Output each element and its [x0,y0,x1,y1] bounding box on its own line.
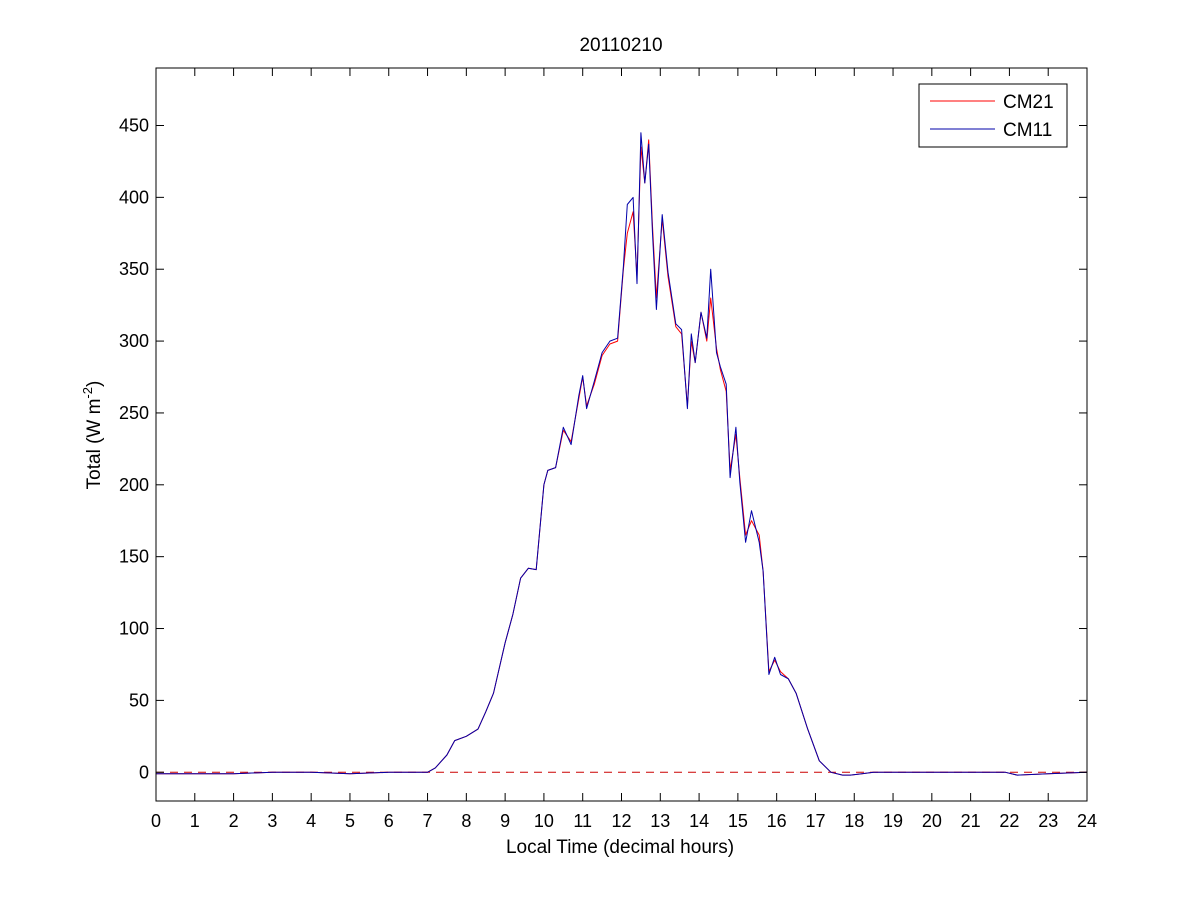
x-tick-label: 14 [689,811,709,831]
legend: CM21 CM11 [918,83,1068,148]
x-tick-label: 7 [423,811,433,831]
y-tick-label: 0 [139,762,149,782]
series-line-cm11 [156,132,1088,776]
x-tick-label: 16 [767,811,787,831]
x-tick-label: 15 [728,811,748,831]
x-tick-label: 13 [650,811,670,831]
y-axis-label-superscript: -2 [80,387,95,399]
y-tick-label: 200 [119,475,149,495]
y-tick-label: 400 [119,187,149,207]
x-tick-label: 18 [844,811,864,831]
x-tick-label: 2 [229,811,239,831]
x-tick-label: 11 [573,811,592,831]
x-axis-label: Local Time (decimal hours) [506,837,734,858]
x-tick-label: 10 [534,811,554,831]
x-tick-label: 6 [384,811,394,831]
y-axis-label-text: Total (W m [84,399,105,490]
x-tick-label: 22 [999,811,1019,831]
x-tick-label: 1 [190,811,200,831]
x-tick-label: 0 [151,811,161,831]
x-tick-label: 3 [267,811,277,831]
legend-label-cm21: CM21 [1003,92,1054,113]
y-tick-label: 300 [119,331,149,351]
x-tick-label: 12 [611,811,631,831]
y-tick-label: 150 [119,547,149,567]
x-tick-label: 21 [961,811,981,831]
x-tick-label: 8 [461,811,471,831]
y-tick-label: 50 [129,690,149,710]
x-tick-label: 4 [306,811,316,831]
y-tick-label: 450 [119,115,149,135]
x-tick-label: 24 [1077,811,1097,831]
y-tick-label: 100 [119,619,149,639]
legend-label-cm11: CM11 [1003,120,1052,141]
y-axis-label-suffix: ) [84,381,105,387]
chart-title: 20110210 [579,35,662,56]
x-tick-label: 9 [500,811,510,831]
x-tick-label: 23 [1038,811,1058,831]
legend-box [918,83,1068,148]
x-tick-label: 20 [922,811,942,831]
y-axis-label: Total (W m-2) [80,381,105,490]
x-tick-label: 5 [345,811,355,831]
x-tick-label: 17 [805,811,825,831]
y-tick-label: 350 [119,259,149,279]
x-tick-label: 19 [883,811,903,831]
y-tick-label: 250 [119,403,149,423]
